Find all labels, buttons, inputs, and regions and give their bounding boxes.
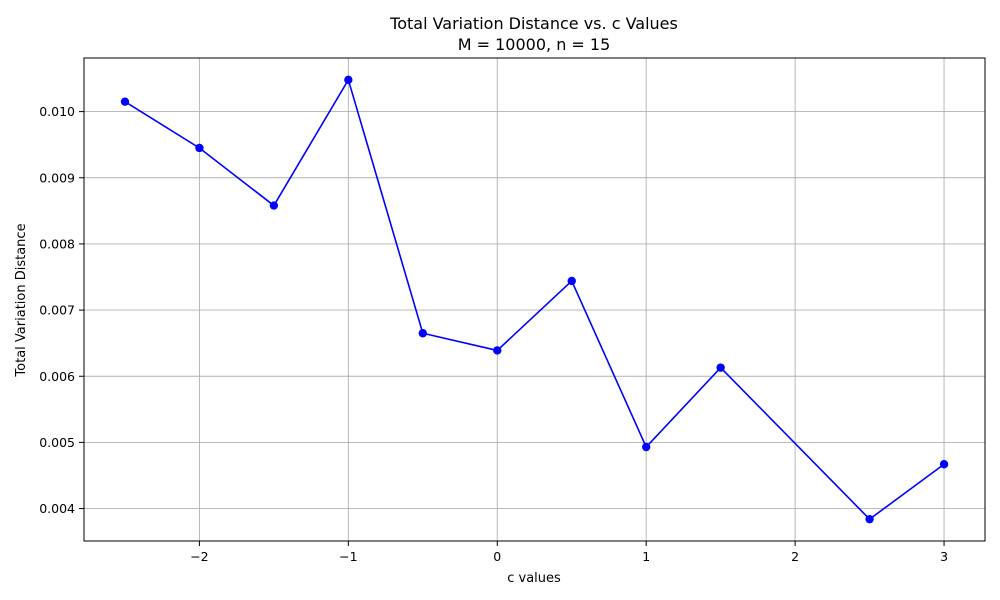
chart-title: Total Variation Distance vs. c Values bbox=[389, 14, 678, 33]
data-point bbox=[120, 97, 130, 106]
x-axis-label: c values bbox=[507, 571, 561, 586]
data-point bbox=[641, 442, 651, 452]
data-point bbox=[195, 143, 204, 153]
x-tick-label: 1 bbox=[642, 549, 650, 564]
data-point bbox=[716, 363, 725, 372]
data-point bbox=[344, 75, 353, 85]
data-point bbox=[567, 276, 576, 286]
y-tick-label: 0.007 bbox=[39, 303, 75, 318]
y-axis-label: Total Variation Distance bbox=[14, 223, 29, 377]
series bbox=[120, 75, 949, 524]
y-tick-label: 0.010 bbox=[39, 104, 75, 119]
data-point bbox=[865, 514, 874, 524]
y-tick-label: 0.005 bbox=[39, 435, 75, 450]
data-point bbox=[418, 329, 428, 338]
data-point bbox=[939, 460, 949, 469]
y-axis-ticks: 0.004 0.005 0.006 0.007 0.008 0.009 0.010 bbox=[39, 104, 84, 516]
x-tick-label: 0 bbox=[493, 549, 501, 564]
plot-frame bbox=[83, 57, 986, 542]
data-point bbox=[269, 201, 279, 210]
y-tick-label: 0.008 bbox=[39, 236, 75, 251]
x-tick-label: −2 bbox=[190, 549, 208, 564]
chart-subtitle: M = 10000, n = 15 bbox=[458, 35, 611, 54]
y-tick-label: 0.004 bbox=[39, 501, 75, 516]
x-tick-label: 2 bbox=[791, 549, 799, 564]
y-tick-label: 0.006 bbox=[39, 369, 75, 384]
series-line bbox=[124, 77, 945, 521]
x-tick-label: −1 bbox=[339, 549, 357, 564]
x-axis-ticks: −2 −1 0 1 2 3 bbox=[190, 541, 948, 564]
data-point bbox=[493, 346, 502, 355]
x-tick-label: 3 bbox=[940, 549, 948, 564]
grid bbox=[84, 58, 985, 541]
y-tick-label: 0.009 bbox=[39, 170, 75, 185]
